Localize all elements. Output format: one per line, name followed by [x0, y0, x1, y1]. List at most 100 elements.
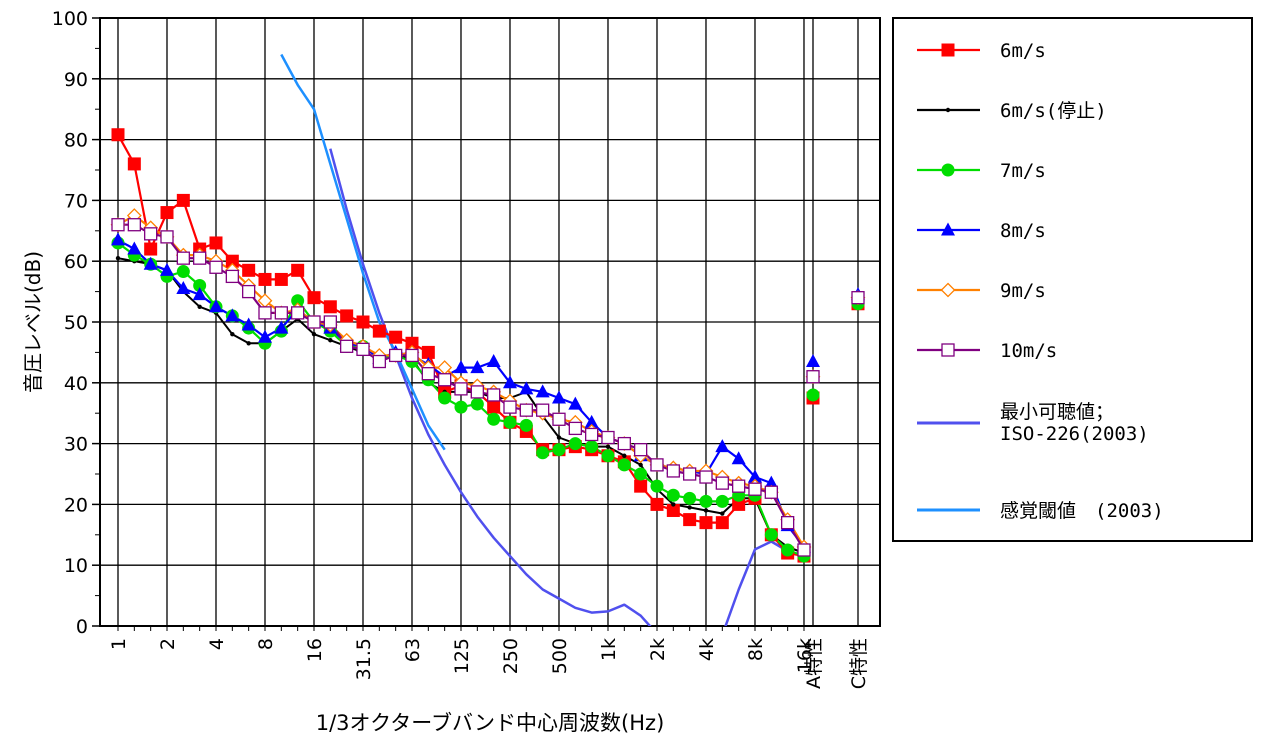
x-tick-label: 1k [598, 638, 620, 661]
data-point-5 [291, 306, 305, 320]
data-point-5 [340, 339, 354, 353]
data-point-5 [454, 382, 468, 396]
data-point-5 [160, 230, 174, 244]
data-point-2 [650, 479, 664, 493]
data-point-5 [209, 260, 223, 274]
y-tick-label: 80 [64, 130, 88, 152]
x-tick-label: 31.5 [353, 638, 375, 680]
legend-label-6: 最小可聴値； [1000, 401, 1114, 423]
data-point-2 [536, 446, 550, 460]
data-point-1 [115, 255, 121, 261]
data-point-3 [453, 360, 468, 374]
y-tick-label: 10 [64, 555, 88, 577]
data-point-0 [323, 300, 337, 314]
data-point-2 [764, 528, 778, 542]
data-point-1 [638, 462, 643, 468]
data-point-0 [732, 497, 746, 511]
data-point-5 [307, 315, 321, 329]
weighted-point-A-2 [806, 388, 820, 402]
data-point-5 [536, 403, 550, 417]
x-tick-label: A特性 [803, 638, 825, 689]
data-point-3 [519, 381, 534, 395]
data-point-5 [438, 373, 452, 387]
x-tick-label: 8k [745, 638, 767, 661]
data-point-3 [143, 256, 158, 270]
data-point-5 [732, 479, 746, 493]
data-point-0 [274, 272, 288, 286]
data-point-5 [144, 227, 158, 241]
x-tick-label: 500 [549, 638, 571, 674]
data-point-5 [127, 218, 141, 232]
data-point-2 [503, 415, 517, 429]
x-tick-label: 4k [696, 638, 718, 661]
data-point-5 [389, 348, 403, 363]
data-point-3 [159, 262, 174, 276]
data-point-1 [622, 453, 627, 458]
legend-swatch-marker-1 [945, 107, 951, 113]
data-point-0 [176, 193, 190, 207]
x-tick-label: 16k [794, 638, 816, 673]
data-point-1 [328, 338, 333, 343]
legend: 6m/s 6m/s(停止) 7m/s 8m/s 9m/s 10m/s 最小可聴値；ISO-2… [917, 40, 1164, 522]
legend-swatch-marker-5 [941, 343, 955, 357]
data-point-1 [311, 331, 317, 337]
data-point-5 [421, 367, 435, 381]
data-point-3 [111, 232, 125, 246]
data-point-0 [699, 516, 713, 530]
data-point-2 [176, 265, 190, 279]
weighted-point-A-5 [806, 370, 820, 384]
y-tick-label: 60 [64, 251, 88, 273]
legend-label-2: 7m/s [1000, 160, 1046, 182]
y-tick-label: 70 [64, 190, 88, 212]
data-point-0 [127, 157, 141, 171]
data-point-5 [568, 421, 582, 436]
data-point-1 [230, 331, 235, 337]
data-point-2 [699, 494, 713, 508]
y-tick-label: 30 [64, 434, 88, 456]
y-axis-label: 音圧レベル(dB) [21, 251, 45, 393]
data-point-2 [585, 440, 599, 454]
data-point-2 [568, 437, 582, 451]
data-point-0 [487, 400, 501, 414]
data-point-0 [356, 315, 370, 329]
data-point-5 [258, 306, 272, 320]
weighted-point-C-5 [851, 291, 865, 305]
data-point-0 [683, 513, 697, 527]
data-point-3 [764, 475, 779, 489]
data-point-5 [585, 427, 599, 442]
data-point-1 [720, 511, 725, 516]
data-point-5 [634, 443, 648, 457]
data-point-0 [421, 345, 435, 359]
data-point-0 [389, 330, 403, 344]
data-point-3 [715, 439, 730, 453]
series-line-6 [329, 148, 789, 626]
x-tick-label: 63 [402, 638, 424, 662]
data-point-1 [671, 502, 676, 507]
data-point-3 [568, 396, 583, 410]
data-point-5 [666, 464, 680, 478]
data-point-2 [519, 418, 533, 432]
data-point-3 [257, 329, 272, 343]
x-tick-label: 8 [255, 638, 277, 650]
data-point-5 [274, 306, 288, 320]
legend-label-4: 9m/s [1000, 280, 1046, 302]
data-point-3 [535, 384, 550, 398]
data-point-5 [242, 284, 256, 299]
data-point-5 [487, 388, 501, 402]
data-point-2 [454, 400, 468, 414]
x-tick-label: 1 [108, 638, 130, 650]
x-tick-label: 125 [451, 638, 473, 674]
data-point-3 [502, 375, 517, 389]
data-point-5 [797, 543, 811, 557]
data-point-2 [601, 449, 615, 463]
series-line-7 [280, 53, 446, 451]
data-point-3 [731, 451, 746, 465]
data-point-0 [372, 324, 386, 338]
legend-swatch-marker-4 [940, 282, 956, 298]
legend-label-7: 感覚閾値 (2003) [1000, 500, 1164, 522]
x-tick-label: 4 [206, 638, 228, 650]
data-point-1 [605, 444, 611, 449]
data-point-5 [503, 400, 517, 414]
data-point-5 [650, 458, 664, 472]
